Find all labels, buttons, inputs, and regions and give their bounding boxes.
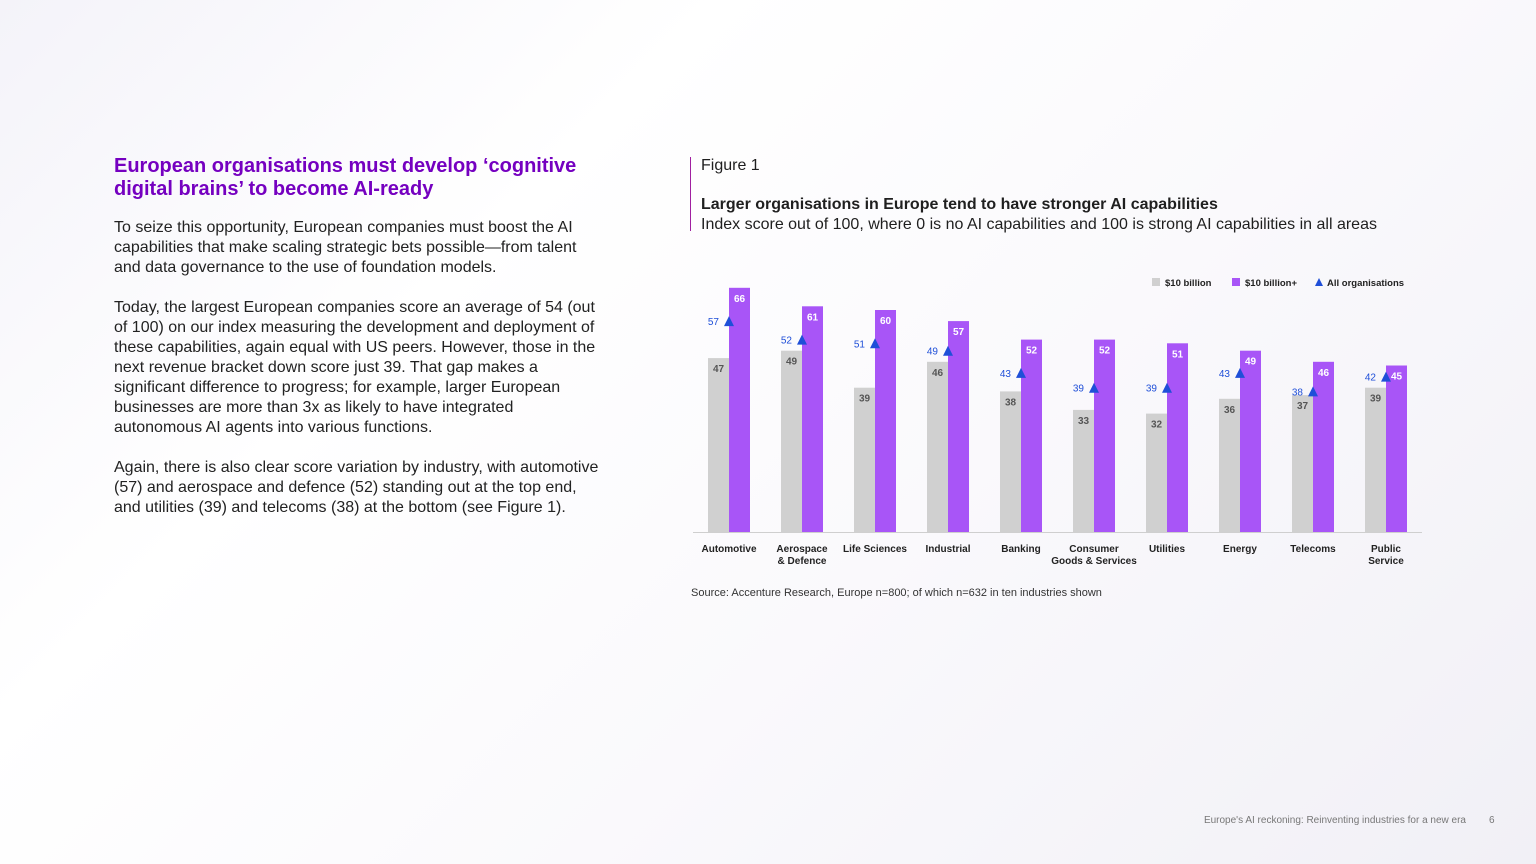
marker-all-0 [724,316,734,327]
marker-all-label-1: 52 [781,336,793,347]
bar-large-label-6: 51 [1172,349,1184,360]
bar-large-2 [875,310,896,532]
category-label-1-0: Aerospace [776,544,828,555]
bar-large-7 [1240,350,1261,532]
paragraph-3: Again, there is also clear score variati… [114,459,599,516]
bar-small-label-3: 46 [932,368,944,379]
marker-all-7 [1235,367,1245,378]
legend-label-all: All organisations [1327,278,1404,289]
chart-source: Source: Accenture Research, Europe n=800… [691,587,1102,599]
category-label-5-0: Consumer [1069,544,1119,555]
bar-large-0 [729,287,750,532]
bar-large-8 [1313,361,1334,532]
bar-large-label-1: 61 [807,312,819,323]
marker-all-label-9: 42 [1365,373,1377,384]
category-label-7-0: Energy [1223,544,1257,555]
text-column: European organisations must develop ‘cog… [114,155,604,538]
bar-small-label-9: 39 [1370,394,1382,405]
bar-small-label-4: 38 [1005,397,1017,408]
bar-large-label-0: 66 [734,294,746,305]
bar-large-4 [1021,339,1042,532]
bar-small-label-8: 37 [1297,401,1309,412]
bar-large-label-5: 52 [1099,346,1111,357]
legend-swatch-small [1152,278,1160,286]
bar-small-label-5: 33 [1078,416,1090,427]
bar-small-label-0: 47 [713,364,725,375]
page-number: 6 [1489,815,1495,826]
marker-all-label-2: 51 [854,339,866,350]
bar-large-5 [1094,339,1115,532]
category-label-9-0: Public [1371,544,1401,555]
bar-large-9 [1386,365,1407,532]
chart-title: Larger organisations in Europe tend to h… [701,196,1218,213]
legend-marker-all [1315,278,1323,286]
category-label-8-0: Telecoms [1290,544,1336,555]
bar-large-label-9: 45 [1391,372,1403,383]
marker-all-1 [797,334,807,345]
bar-small-9 [1365,387,1386,532]
bar-large-label-2: 60 [880,316,892,327]
marker-all-label-3: 49 [927,347,939,358]
bar-small-2 [854,387,875,532]
section-heading: European organisations must develop ‘cog… [114,155,577,200]
paragraph-1: To seize this opportunity, European comp… [114,219,577,276]
bar-chart: 47 66 57 Automotive 49 61 52 Aerospace& Defence… [693,278,1422,567]
bar-small-8 [1292,395,1313,532]
bar-large-label-3: 57 [953,327,965,338]
legend-label-large: $10 billion+ [1245,278,1297,289]
category-label-1-1: & Defence [778,556,827,567]
bar-small-label-7: 36 [1224,405,1236,416]
marker-all-6 [1162,382,1172,393]
bar-large-1 [802,306,823,532]
marker-all-label-0: 57 [708,317,720,328]
marker-all-label-4: 43 [1000,369,1012,380]
bar-small-label-6: 32 [1151,420,1163,431]
category-label-2-0: Life Sciences [843,544,907,555]
bar-large-label-7: 49 [1245,357,1257,368]
category-label-0-0: Automotive [702,544,757,555]
category-label-5-1: Goods & Services [1051,556,1137,567]
bar-small-6 [1146,413,1167,532]
figure-label: Figure 1 [701,157,760,174]
paragraph-2: Today, the largest European companies sc… [114,299,596,436]
bar-large-label-8: 46 [1318,368,1330,379]
marker-all-label-6: 39 [1146,384,1158,395]
category-label-3-0: Industrial [925,544,970,555]
figure-header: Figure 1 Larger organisations in Europe … [690,157,1490,233]
bar-small-3 [927,361,948,532]
bar-small-0 [708,358,729,532]
bar-small-7 [1219,398,1240,532]
bar-small-label-1: 49 [786,357,798,368]
marker-all-3 [943,345,953,356]
category-label-6-0: Utilities [1149,544,1186,555]
figure-heading-block: Figure 1 Larger organisations in Europe … [690,157,1490,233]
bar-large-6 [1167,343,1188,532]
marker-all-4 [1016,367,1026,378]
category-label-9-1: Service [1368,556,1404,567]
bar-large-label-4: 52 [1026,346,1038,357]
bar-small-label-2: 39 [859,394,871,405]
marker-all-9 [1381,371,1391,382]
legend-label-small: $10 billion [1165,278,1212,289]
legend-swatch-large [1232,278,1240,286]
footer-title: Europe's AI reckoning: Reinventing indus… [1203,815,1466,826]
bar-small-4 [1000,391,1021,532]
marker-all-label-5: 39 [1073,384,1085,395]
bar-small-1 [781,350,802,532]
marker-all-5 [1089,382,1099,393]
marker-all-8 [1308,386,1318,397]
category-label-4-0: Banking [1001,544,1040,555]
marker-all-2 [870,338,880,349]
bar-small-5 [1073,409,1094,532]
marker-all-label-8: 38 [1292,387,1304,398]
bar-large-3 [948,321,969,532]
chart-subtitle: Index score out of 100, where 0 is no AI… [701,216,1377,233]
marker-all-label-7: 43 [1219,369,1231,380]
